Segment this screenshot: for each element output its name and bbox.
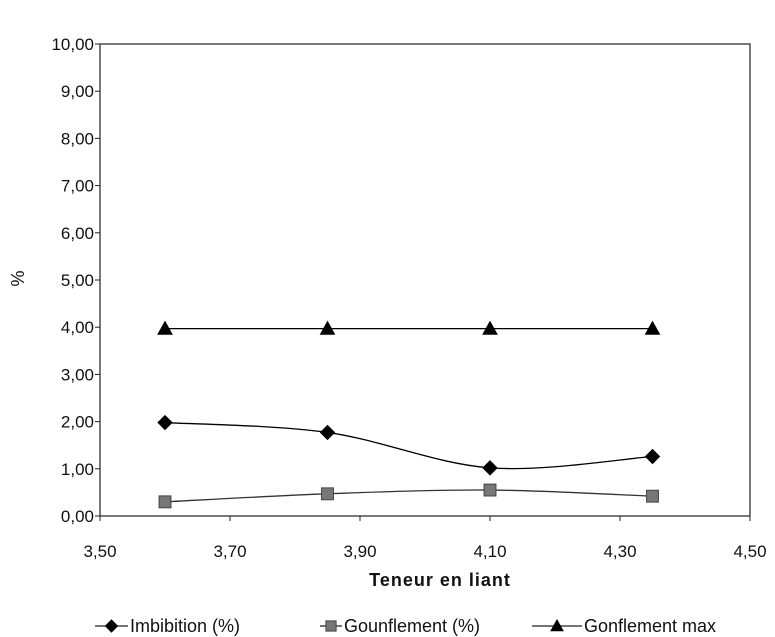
plot-area	[99, 43, 751, 517]
data-point-square	[483, 483, 497, 497]
x-axis-title: Teneur en liant	[369, 570, 511, 590]
x-axis: 3,50 3,70 3,90 4,10 4,30 4,50	[83, 516, 767, 561]
series-triangle	[157, 320, 661, 335]
series-line	[164, 489, 653, 503]
data-point-diamond	[644, 448, 661, 465]
series-line	[164, 421, 653, 470]
series-diamond	[157, 414, 661, 476]
legend: Imbibition (%) Gounflement (%) Gonflement …	[95, 616, 716, 636]
x-tick-label: 3,70	[213, 542, 246, 561]
y-tick-label: 5,00	[61, 271, 94, 290]
y-tick-label: 0,00	[61, 507, 94, 526]
data-point-triangle	[482, 320, 498, 335]
series-square	[158, 483, 659, 509]
x-tick-label: 3,90	[343, 542, 376, 561]
y-tick-label: 8,00	[61, 129, 94, 148]
y-tick-label: 1,00	[61, 460, 94, 479]
legend-item: Gounflement (%)	[320, 616, 480, 636]
data-point-diamond	[104, 619, 119, 633]
data-point-square	[158, 495, 172, 509]
y-tick-label: 2,00	[61, 413, 94, 432]
y-tick-label: 10,00	[51, 35, 94, 54]
data-point-diamond	[319, 424, 336, 441]
data-point-triangle	[157, 320, 173, 335]
y-tick-label: 7,00	[61, 177, 94, 196]
x-tick-label: 3,50	[83, 542, 116, 561]
data-point-diamond	[157, 414, 173, 431]
y-tick-label: 6,00	[61, 224, 94, 243]
y-axis: 0,00 1,00 2,00 3,00 4,00 5,00 6,00 7,00 8,00 9,00…	[51, 35, 100, 526]
data-point-triangle	[550, 618, 564, 632]
data-point-square	[321, 487, 334, 501]
data-point-triangle	[319, 320, 336, 335]
y-axis-title: %	[8, 269, 28, 286]
legend-label: Imbibition (%)	[130, 616, 240, 636]
x-tick-label: 4,50	[733, 542, 766, 561]
data-point-diamond	[482, 460, 498, 476]
y-tick-label: 3,00	[61, 365, 94, 384]
plot-border	[99, 43, 751, 517]
data-point-square	[646, 489, 659, 503]
legend-item: Imbibition (%)	[95, 616, 240, 636]
legend-label: Gounflement (%)	[344, 616, 480, 636]
x-tick-label: 4,30	[603, 542, 636, 561]
series-layer	[157, 320, 661, 509]
legend-item: Gonflement max	[532, 616, 716, 636]
data-point-square	[325, 620, 337, 632]
y-tick-label: 9,00	[61, 82, 94, 101]
x-tick-label: 4,10	[473, 542, 506, 561]
data-point-triangle	[644, 320, 661, 335]
y-tick-label: 4,00	[61, 318, 94, 337]
legend-label: Gonflement max	[584, 616, 716, 636]
